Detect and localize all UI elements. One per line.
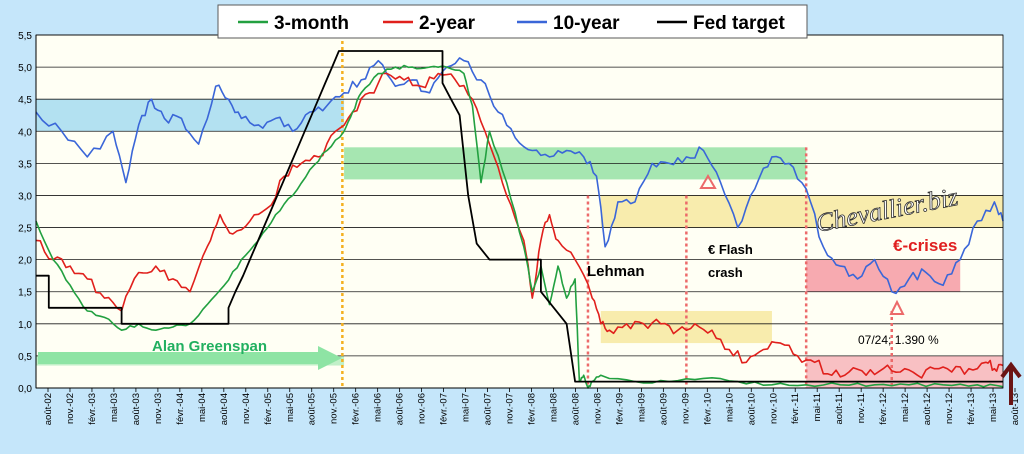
x-tick-label: mai-03 (109, 393, 120, 422)
x-tick-label: nov.-07 (505, 393, 516, 424)
y-tick-label: 4,0 (18, 127, 32, 138)
x-tick-label: févr.-12 (878, 393, 889, 425)
x-tick-label: mai-12 (900, 393, 911, 422)
x-tick-label: févr.-13 (966, 393, 977, 425)
x-tick-label: nov.-12 (944, 393, 955, 424)
y-tick-label: 4,5 (18, 95, 32, 106)
legend-label: Fed target (693, 13, 786, 34)
x-tick-label: févr.-04 (175, 393, 186, 425)
euro-crises-label: €-crises (893, 236, 957, 255)
x-tick-label: mai-09 (636, 393, 647, 422)
x-tick-label: févr.-03 (87, 393, 98, 425)
legend-label: 10-year (553, 13, 620, 34)
band-10y-range-early (36, 99, 345, 132)
x-tick-label: août-07 (483, 393, 494, 425)
low-point-label: 07/24; 1.390 % (858, 333, 939, 347)
flash-crash-arrow-icon (699, 174, 717, 189)
band-10y-range-lehman (600, 195, 1003, 228)
x-tick-label: août-12 (922, 393, 933, 425)
x-tick-label: févr.-11 (790, 393, 801, 424)
legend-label: 2-year (419, 13, 476, 34)
y-tick-label: 3,5 (18, 159, 32, 170)
x-tick-label: août-04 (219, 393, 230, 425)
series-2-year (35, 72, 1004, 379)
x-tick-label: août-06 (395, 393, 406, 425)
x-tick-label: mai-05 (285, 393, 296, 422)
x-tick-label: mai-08 (548, 393, 559, 422)
x-tick-label: mai-04 (197, 393, 208, 422)
flash-crash-label-1: € Flash (708, 242, 753, 257)
y-tick-label: 5,5 (18, 31, 32, 42)
band-euro-crises-2y (806, 355, 1003, 388)
x-tick-label: mai-11 (812, 393, 823, 421)
x-tick-label: août-02 (43, 393, 54, 425)
greenspan-arrow (38, 346, 342, 370)
y-tick-label: 0,5 (18, 352, 32, 363)
x-tick-label: nov.-04 (241, 393, 252, 424)
x-tick-label: mai-13 (988, 393, 999, 422)
x-tick-label: août-11 (834, 393, 845, 425)
x-tick-label: mai-07 (461, 393, 472, 422)
y-tick-label: 3,0 (18, 191, 32, 202)
x-tick-label: févr.-08 (527, 393, 538, 425)
x-tick-label: nov.-11 (856, 393, 867, 423)
x-tick-label: août-10 (746, 393, 757, 425)
x-tick-label: mai-10 (724, 393, 735, 422)
y-tick-label: 2,5 (18, 224, 32, 235)
x-tick-label: févr.-10 (702, 393, 713, 425)
x-tick-label: nov.-05 (329, 393, 340, 424)
lehman-label: Lehman (587, 263, 645, 280)
low-point-arrow-icon (889, 299, 905, 315)
x-tick-label: nov.-10 (768, 393, 779, 424)
x-tick-label: nov.-08 (592, 393, 603, 424)
series-10-year (35, 57, 1004, 295)
up-arrow-icon (1000, 361, 1022, 405)
x-tick-label: août-09 (658, 393, 669, 425)
legend-label: 3-month (274, 13, 349, 34)
x-tick-label: août-13 (1010, 393, 1021, 425)
x-tick-label: févr.-06 (351, 393, 362, 425)
y-tick-label: 0,0 (18, 384, 32, 395)
x-tick-label: févr.-09 (614, 393, 625, 425)
y-tick-label: 1,0 (18, 320, 32, 331)
y-tick-label: 5,0 (18, 63, 32, 74)
y-tick-label: 1,5 (18, 288, 32, 299)
x-tick-label: févr.-05 (263, 393, 274, 425)
x-tick-label: août-05 (307, 393, 318, 425)
series-fed-target (36, 50, 1003, 383)
x-tick-label: nov.-09 (680, 393, 691, 424)
x-tick-label: août-03 (131, 393, 142, 425)
x-tick-label: mai-06 (373, 393, 384, 422)
x-tick-label: août-08 (570, 393, 581, 425)
flash-crash-label-2: crash (708, 265, 743, 280)
x-tick-label: nov.-03 (153, 393, 164, 424)
y-tick-label: 2,0 (18, 256, 32, 267)
x-tick-label: févr.-07 (439, 393, 450, 425)
x-tick-label: nov.-02 (65, 393, 76, 424)
greenspan-label: Alan Greenspan (152, 338, 267, 355)
legend: 3-month 2-year 10-year Fed target (217, 4, 808, 39)
x-tick-label: nov.-06 (417, 393, 428, 424)
